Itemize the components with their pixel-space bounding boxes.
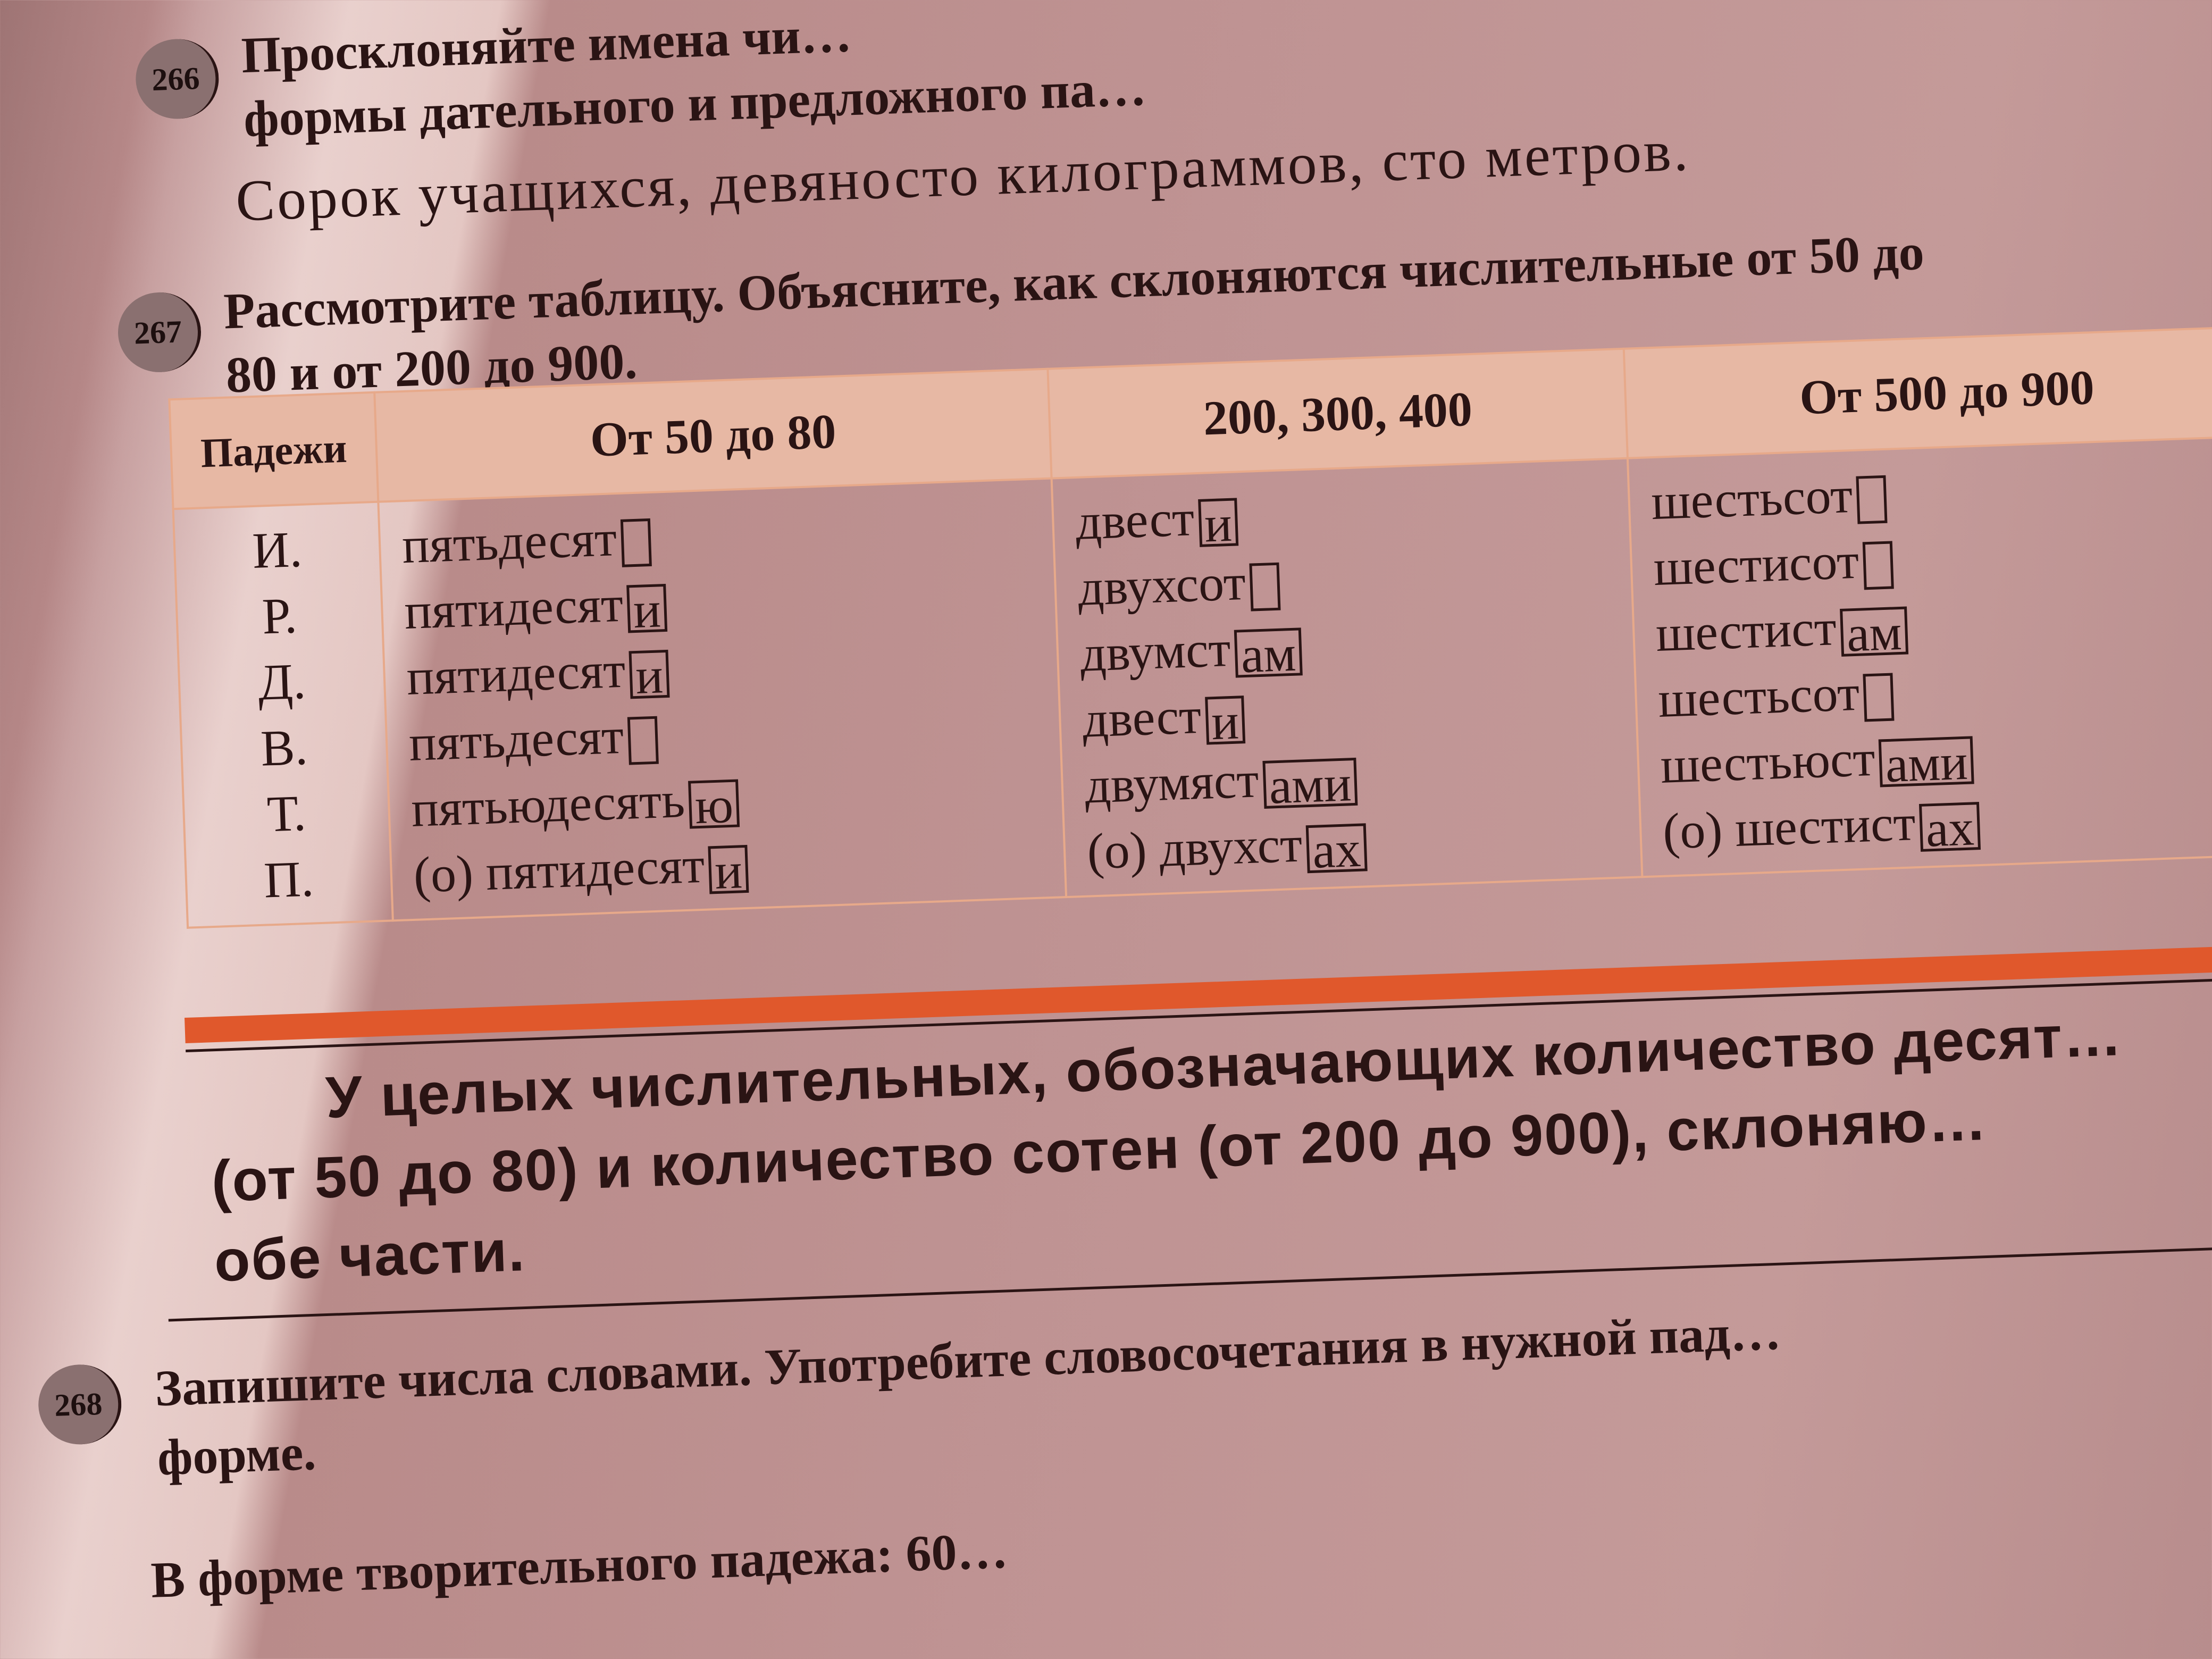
case-label: Р. xyxy=(261,586,298,645)
header-500-900: От 500 до 900 xyxy=(1623,326,2212,458)
task-267-line1: Рассмотрите таблицу. Объясните, как скло… xyxy=(222,223,1925,340)
task-number-268: 268 xyxy=(37,1363,123,1446)
task-number-266: 266 xyxy=(134,37,220,121)
word-stem: шестьюст xyxy=(1660,729,1876,794)
task-number-267: 267 xyxy=(116,291,203,374)
word-stem: шестисот xyxy=(1653,532,1860,597)
declension-table: Падежи От 50 до 80 200, 300, 400 От 500 … xyxy=(168,325,2212,929)
word-stem: пятидесят xyxy=(406,641,626,706)
word-stem: (о) двухст xyxy=(1086,815,1303,880)
ending-box: и xyxy=(708,842,749,900)
word-stem: двест xyxy=(1082,687,1202,748)
case-label: Д. xyxy=(257,652,307,711)
case-label: И. xyxy=(251,520,303,580)
word-stem: двест xyxy=(1075,489,1195,550)
header-200-400: 200, 300, 400 xyxy=(1048,348,1628,479)
ending-box: ам xyxy=(1840,604,1908,662)
word-stem: пятьдесят xyxy=(408,707,625,772)
word-stem: двумст xyxy=(1079,620,1232,682)
ending-box xyxy=(1862,541,1894,590)
ending-box: и xyxy=(1204,693,1246,750)
table-body-row: И. Р. Д. В. Т. П. пятьдесят пятидесят и пятидеся… xyxy=(173,435,2212,928)
ending-box: ами xyxy=(1262,755,1358,815)
column-50-80: пятьдесят пятидесят и пятидесят и пятьдесят пя… xyxy=(378,478,1067,921)
word-stem: шестьсот xyxy=(1657,664,1861,728)
column-200-400: двест и двухсот двумст ам двест и двумяст ами (о)… xyxy=(1052,458,1643,898)
word-stem: двумяст xyxy=(1084,751,1260,814)
word-stem: двухсот xyxy=(1077,553,1247,616)
ending-box: ах xyxy=(1919,799,1981,857)
word-stem: (о) пятидесят xyxy=(413,836,706,903)
ending-box: ами xyxy=(1879,733,1974,793)
ending-box: ам xyxy=(1234,625,1303,683)
word-stem: шестист xyxy=(1655,599,1838,663)
case-label: В. xyxy=(259,718,309,777)
ending-box xyxy=(1249,562,1281,611)
ending-box: и xyxy=(1197,495,1239,552)
column-500-900: шестьсот шестисот шестист ам шестьсот шестьюс… xyxy=(1627,435,2212,877)
ending-box xyxy=(627,716,659,765)
ending-box: ю xyxy=(688,776,740,834)
task-268-line3: В форме творительного падежа: 60… xyxy=(150,1521,1009,1608)
ending-box xyxy=(1863,673,1895,722)
task-268-line1: Запишите числа словами. Употребите слово… xyxy=(154,1303,1782,1417)
ending-box: ах xyxy=(1305,820,1368,879)
ending-box xyxy=(1856,475,1888,524)
word-stem: пятьдесят xyxy=(401,509,618,574)
word-stem: (о) шестист xyxy=(1662,794,1917,860)
ending-box: и xyxy=(629,647,670,705)
ending-box xyxy=(620,518,652,567)
cases-column: И. Р. Д. В. Т. П. xyxy=(173,501,393,928)
word-stem: пятьюдесять xyxy=(410,771,686,837)
task-268-line2: форме. xyxy=(156,1423,317,1486)
word-stem: пятидесят xyxy=(403,575,624,640)
ending-box: и xyxy=(626,581,668,639)
case-label: П. xyxy=(263,850,315,909)
word-stem: шестьсот xyxy=(1650,466,1854,531)
header-cases: Падежи xyxy=(169,392,379,509)
case-label: Т. xyxy=(266,784,307,843)
